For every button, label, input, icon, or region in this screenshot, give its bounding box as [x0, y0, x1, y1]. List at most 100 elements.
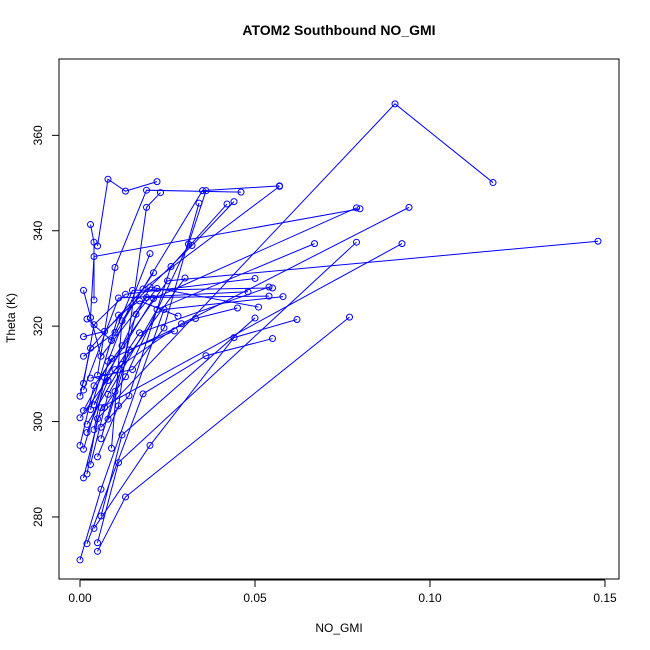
data-point: [122, 290, 129, 298]
data-point: [136, 297, 143, 305]
data-point: [76, 441, 84, 449]
data-point: [94, 242, 101, 250]
data-point: [90, 524, 98, 532]
y-tick-label: 360: [31, 125, 45, 145]
data-point: [87, 374, 94, 382]
data-point: [251, 274, 259, 282]
data-point: [150, 269, 157, 277]
series-line: [97, 189, 242, 376]
data-point: [90, 401, 98, 409]
data-point: [80, 333, 87, 341]
series-line: [100, 288, 158, 439]
data-point: [118, 317, 126, 325]
series-line: [83, 290, 270, 358]
data-point: [87, 314, 94, 322]
data-point: [80, 286, 87, 294]
data-point: [230, 334, 238, 342]
series-17: [80, 274, 259, 387]
data-point: [111, 328, 119, 336]
data-point: [80, 352, 87, 360]
data-point: [195, 199, 203, 207]
data-point: [269, 284, 276, 292]
x-axis: 0.00 0.05 0.10 0.15: [68, 579, 617, 605]
data-point: [293, 315, 301, 323]
data-point: [104, 175, 112, 183]
series-line: [83, 277, 256, 384]
series-line: [107, 330, 175, 420]
data-point: [111, 263, 119, 271]
data-point: [83, 470, 91, 478]
x-tick-label: 0.00: [68, 591, 92, 605]
data-point: [356, 205, 364, 213]
data-point: [265, 292, 273, 300]
series-line: [86, 185, 280, 342]
data-point: [255, 303, 262, 311]
data-point: [80, 407, 87, 415]
data-point: [118, 431, 126, 439]
y-tick-label: 300: [31, 411, 45, 431]
data-point: [276, 182, 283, 190]
data-point: [97, 512, 105, 520]
data-point: [97, 435, 105, 443]
data-point: [104, 415, 112, 423]
series-line: [97, 316, 350, 552]
y-tick-label: 340: [31, 220, 45, 240]
series-line: [97, 178, 158, 247]
data-point: [171, 327, 178, 335]
series-33: [108, 269, 157, 452]
data-point: [118, 342, 126, 350]
data-point: [311, 240, 318, 248]
data-point: [223, 200, 231, 208]
series-line: [90, 224, 95, 300]
y-tick-label: 320: [31, 316, 45, 336]
data-point: [192, 315, 199, 323]
data-point: [160, 324, 168, 332]
series-line: [83, 243, 403, 478]
data-point: [80, 445, 87, 453]
data-point: [83, 315, 91, 323]
data-point: [90, 426, 98, 434]
data-point: [83, 540, 91, 548]
data-point: [265, 283, 273, 291]
series-line: [93, 286, 259, 406]
data-point: [136, 329, 143, 337]
data-point: [94, 415, 101, 423]
x-tick-label: 0.10: [418, 591, 442, 605]
data-point: [80, 386, 87, 394]
series-line: [83, 201, 235, 338]
data-point: [87, 221, 94, 229]
data-point: [125, 392, 133, 400]
data-point: [94, 453, 101, 461]
data-point: [94, 547, 101, 555]
data-point: [101, 403, 108, 411]
data-point: [594, 237, 602, 245]
data-point: [146, 250, 154, 258]
series-line: [83, 291, 249, 391]
data-point: [90, 321, 98, 329]
series-line: [90, 202, 200, 379]
data-point: [202, 352, 210, 360]
data-point: [346, 313, 353, 321]
data-point: [87, 461, 94, 468]
series-line: [97, 241, 357, 543]
data-point: [405, 203, 413, 211]
data-point: [150, 294, 157, 302]
data-point: [90, 238, 98, 246]
y-axis: 280 300 320 340 360: [31, 125, 60, 527]
data-point: [83, 429, 91, 437]
series-35: [104, 327, 178, 423]
data-point: [80, 379, 87, 387]
data-point: [129, 286, 136, 294]
series-8: [83, 100, 497, 478]
data-point: [398, 240, 406, 248]
series-line: [86, 338, 273, 544]
series-line: [90, 300, 179, 410]
series-line: [93, 318, 298, 529]
data-point: [143, 186, 150, 194]
data-point: [181, 274, 189, 282]
data-point: [108, 444, 115, 452]
series-2: [83, 335, 276, 548]
data-point: [76, 392, 84, 400]
data-point: [76, 414, 84, 422]
